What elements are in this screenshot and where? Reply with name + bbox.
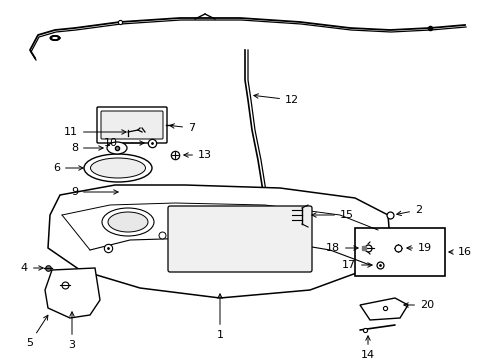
- Text: 4: 4: [21, 263, 43, 273]
- Text: 17: 17: [341, 260, 371, 270]
- Text: 12: 12: [253, 94, 299, 105]
- Text: 15: 15: [311, 210, 353, 220]
- Ellipse shape: [102, 208, 154, 236]
- Text: 5: 5: [26, 315, 48, 348]
- FancyBboxPatch shape: [101, 111, 163, 139]
- Text: 18: 18: [325, 243, 357, 253]
- Text: 9: 9: [71, 187, 118, 197]
- Text: 3: 3: [68, 312, 75, 350]
- Text: 13: 13: [183, 150, 212, 160]
- Text: 14: 14: [360, 336, 374, 360]
- Ellipse shape: [90, 158, 145, 178]
- Text: 2: 2: [396, 205, 421, 216]
- Ellipse shape: [108, 212, 148, 232]
- FancyBboxPatch shape: [168, 206, 311, 272]
- FancyBboxPatch shape: [97, 107, 167, 143]
- Text: 16: 16: [448, 247, 471, 257]
- Text: 6: 6: [53, 163, 83, 173]
- Ellipse shape: [84, 154, 152, 182]
- Text: 7: 7: [169, 123, 195, 133]
- Text: 20: 20: [403, 300, 433, 310]
- Polygon shape: [48, 185, 389, 298]
- Text: 11: 11: [64, 127, 126, 137]
- Polygon shape: [45, 268, 100, 318]
- Ellipse shape: [107, 142, 127, 154]
- FancyBboxPatch shape: [354, 228, 444, 276]
- Text: 19: 19: [406, 243, 431, 253]
- Text: 10: 10: [104, 138, 144, 148]
- Polygon shape: [359, 298, 407, 320]
- Text: 1: 1: [216, 294, 223, 340]
- Text: 8: 8: [71, 143, 103, 153]
